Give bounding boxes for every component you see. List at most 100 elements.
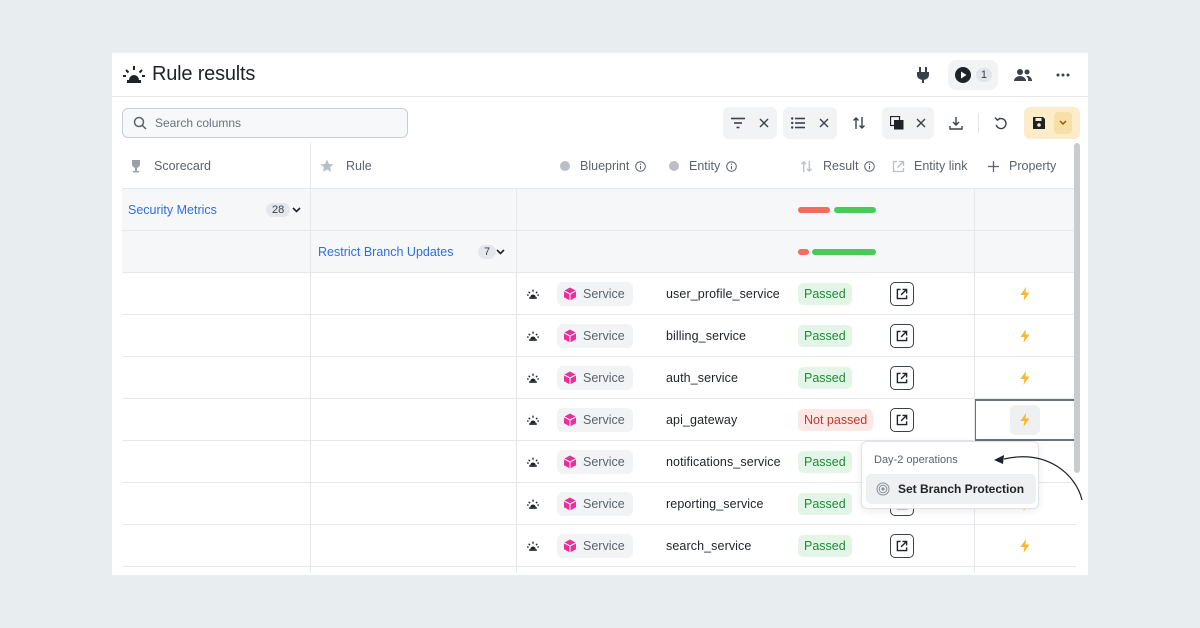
runs-button[interactable]: 1	[947, 60, 998, 90]
action-button[interactable]	[1010, 321, 1040, 351]
blueprint-chip[interactable]: Service	[557, 324, 633, 348]
annotation-arrow	[994, 455, 1083, 501]
rule-group-row[interactable]: Restrict Branch Updates 7	[122, 231, 1076, 273]
blueprint-label: Service	[583, 329, 625, 343]
column-header-scorecard[interactable]: Scorecard	[130, 143, 211, 189]
undo-button[interactable]	[986, 108, 1016, 138]
external-link-icon	[896, 372, 908, 384]
entity-name[interactable]: notifications_service	[666, 455, 781, 469]
circle-icon	[560, 161, 570, 171]
rule-group-label[interactable]: Restrict Branch Updates	[318, 245, 454, 259]
entity-name[interactable]: billing_service	[666, 329, 747, 343]
set-branch-protection-action[interactable]: Set Branch Protection	[866, 474, 1036, 504]
clear-columns-icon[interactable]	[916, 118, 926, 128]
rule-icon-cell	[526, 525, 540, 567]
table-row[interactable]: Service billing_service Passed	[122, 315, 1076, 357]
users-button[interactable]	[1008, 60, 1038, 90]
siren-icon	[527, 457, 539, 467]
more-options-button[interactable]	[1048, 60, 1078, 90]
table-row[interactable]: Service notifications_service Passed	[122, 441, 1076, 483]
open-entity-link-button[interactable]	[890, 534, 914, 558]
entity-name[interactable]: auth_service	[666, 371, 739, 385]
property-cell	[1010, 357, 1040, 399]
sort-icon	[800, 160, 813, 172]
open-entity-link-button[interactable]	[890, 324, 914, 348]
clear-filter-icon[interactable]	[759, 118, 769, 128]
table-row[interactable]: Service api_gateway Not passed	[122, 399, 1076, 441]
action-button[interactable]	[1010, 405, 1040, 435]
table-row[interactable]: Service auth_service Passed	[122, 357, 1076, 399]
top-bar: Rule results 1	[112, 53, 1088, 97]
search-input[interactable]	[155, 116, 385, 130]
blueprint-cell: Service	[557, 357, 633, 399]
passed-progress-bar	[812, 249, 876, 255]
open-entity-link-button[interactable]	[890, 408, 914, 432]
table-row[interactable]: Service search_service Passed	[122, 525, 1076, 567]
sort-arrows-icon	[853, 117, 865, 129]
table-toolbar	[112, 107, 1088, 139]
column-header-blueprint[interactable]: Blueprint	[560, 143, 647, 189]
runs-count-badge: 1	[975, 68, 992, 82]
plus-icon	[988, 160, 999, 172]
passed-progress-bar	[834, 207, 876, 213]
scorecard-group-row[interactable]: Security Metrics 28	[122, 189, 1076, 231]
entity-cell: search_service	[666, 525, 751, 567]
property-cell	[1010, 273, 1040, 315]
blueprint-cell: Service	[557, 441, 633, 483]
search-box[interactable]	[122, 108, 408, 138]
copy-icon[interactable]	[890, 116, 904, 130]
list-icon[interactable]	[791, 117, 805, 129]
day2-operations-popover: Day-2 operations Set Branch Protection	[861, 441, 1039, 509]
chevron-down-icon[interactable]	[496, 249, 505, 255]
result-badge: Passed	[798, 451, 852, 473]
play-circle-icon	[954, 67, 971, 83]
entity-link-cell	[890, 273, 914, 315]
filter-icon[interactable]	[731, 117, 745, 129]
vertical-scrollbar[interactable]	[1074, 143, 1080, 473]
open-entity-link-button[interactable]	[890, 366, 914, 390]
action-button[interactable]	[1010, 531, 1040, 561]
entity-name[interactable]: search_service	[666, 539, 752, 553]
table-row[interactable]: Service reporting_service Passed	[122, 483, 1076, 525]
save-icon[interactable]	[1032, 116, 1046, 130]
blueprint-label: Service	[583, 287, 625, 301]
column-header-entity-link[interactable]: Entity link	[892, 143, 968, 189]
entity-link-cell	[890, 525, 914, 567]
entity-link-cell	[890, 357, 914, 399]
entity-cell: api_gateway	[666, 399, 737, 441]
external-link-icon	[892, 160, 905, 172]
result-cell: Passed	[798, 483, 852, 525]
filter-control	[723, 107, 777, 139]
plug-button[interactable]	[908, 60, 938, 90]
entity-name[interactable]: reporting_service	[666, 497, 764, 511]
column-header-rule[interactable]: Rule	[320, 143, 372, 189]
blueprint-chip[interactable]: Service	[557, 282, 633, 306]
entity-cell: reporting_service	[666, 483, 764, 525]
blueprint-chip[interactable]: Service	[557, 492, 633, 516]
entity-name[interactable]: api_gateway	[666, 413, 738, 427]
table-row[interactable]: Service user_profile_service Passed	[122, 273, 1076, 315]
blueprint-chip[interactable]: Service	[557, 366, 633, 390]
column-header-entity[interactable]: Entity	[669, 143, 738, 189]
sort-button[interactable]	[844, 108, 874, 138]
result-cell: Passed	[798, 441, 852, 483]
save-options-button[interactable]	[1054, 112, 1072, 134]
column-header-property[interactable]: Property	[988, 143, 1056, 189]
blueprint-chip[interactable]: Service	[557, 534, 633, 558]
set-branch-protection-label: Set Branch Protection	[898, 482, 1025, 496]
scorecard-group-label[interactable]: Security Metrics	[128, 203, 217, 217]
open-entity-link-button[interactable]	[890, 282, 914, 306]
chevron-down-icon[interactable]	[292, 207, 301, 213]
column-header-result[interactable]: Result	[800, 143, 876, 189]
lightning-icon	[1020, 329, 1030, 343]
action-button[interactable]	[1010, 279, 1040, 309]
blueprint-chip[interactable]: Service	[557, 450, 633, 474]
download-button[interactable]	[941, 108, 971, 138]
blueprint-chip[interactable]: Service	[557, 408, 633, 432]
blueprint-cell: Service	[557, 315, 633, 357]
clear-group-icon[interactable]	[819, 118, 829, 128]
cube-icon	[563, 497, 577, 511]
entity-name[interactable]: user_profile_service	[666, 287, 780, 301]
lightning-icon	[1020, 287, 1030, 301]
action-button[interactable]	[1010, 363, 1040, 393]
